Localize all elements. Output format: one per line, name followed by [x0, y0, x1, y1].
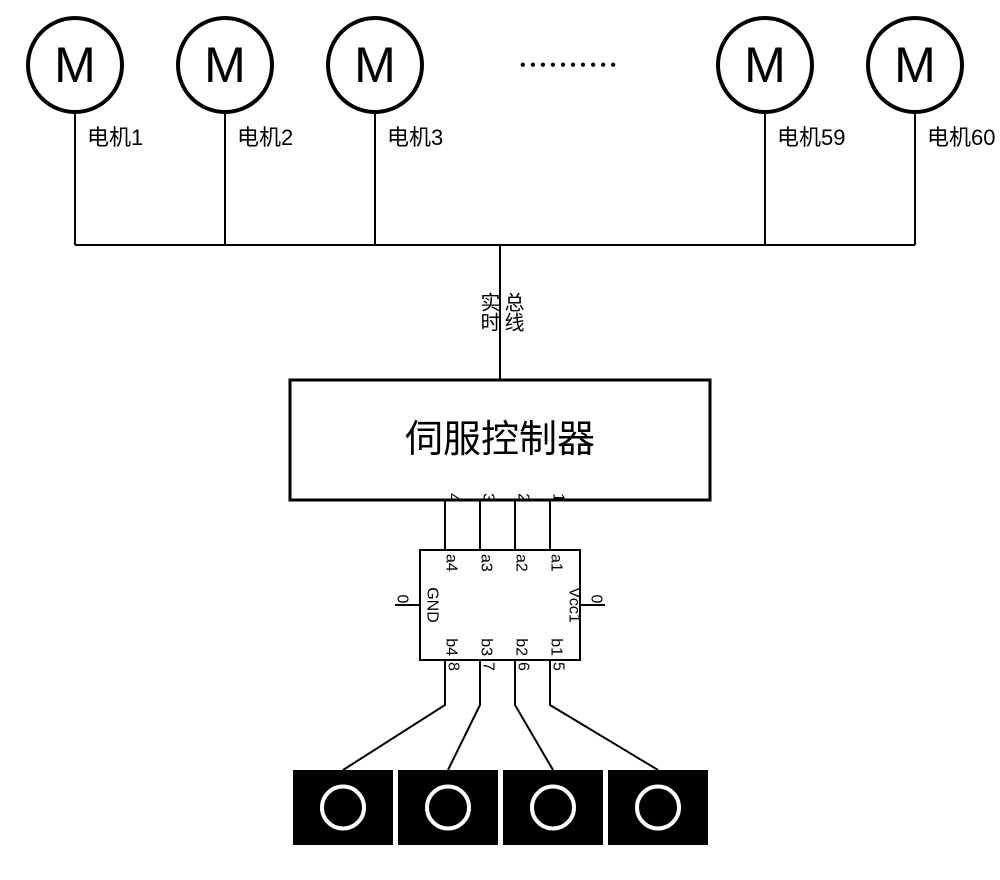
wire-top-num-4: 1	[550, 493, 567, 502]
wire-bottom-num-2: 7	[480, 662, 497, 671]
wire-top-num-2: 3	[480, 493, 497, 502]
chip-pin-bottom-b3: b3	[478, 638, 495, 656]
output-box-3	[503, 770, 603, 845]
wire-side-left-num: 0	[394, 595, 411, 604]
wire-top-num-1: 4	[445, 493, 462, 502]
motor-letter-1: M	[54, 37, 96, 93]
motor-label-4: 电机59	[777, 125, 845, 150]
motor-letter-5: M	[894, 37, 936, 93]
ellipsis: ●●●●●●●●●●	[520, 60, 620, 71]
motor-label-1: 电机1	[87, 125, 143, 150]
motor-label-2: 电机2	[237, 125, 293, 150]
motor-label-5: 电机60	[927, 125, 995, 150]
chip-pin-top-a4: a4	[443, 554, 460, 572]
controller-label: 伺服控制器	[405, 419, 595, 461]
output-box-2	[398, 770, 498, 845]
wire-bottom-num-4: 5	[550, 662, 567, 671]
bus-label-left: 实时	[477, 292, 499, 332]
chip-pin-bottom-b2: b2	[513, 638, 530, 656]
chip-pin-top-a3: a3	[478, 554, 495, 572]
chip-pin-vcc: Vcc1	[566, 587, 583, 623]
motor-letter-4: M	[744, 37, 786, 93]
motor-label-3: 电机3	[387, 125, 443, 150]
chip-pin-top-a2: a2	[513, 554, 530, 572]
motor-letter-2: M	[204, 37, 246, 93]
output-box-4	[608, 770, 708, 845]
output-box-1	[293, 770, 393, 845]
wire-bottom-num-3: 6	[515, 662, 532, 671]
chip-pin-top-a1: a1	[548, 554, 565, 572]
chip-pin-gnd: GND	[424, 587, 441, 623]
wire-bottom-num-1: 8	[445, 662, 462, 671]
chip-pin-bottom-b1: b1	[548, 638, 565, 656]
wire-side-right-num: 0	[588, 595, 605, 604]
bus-label-right: 总线	[501, 292, 524, 332]
wire-top-num-3: 2	[515, 493, 532, 502]
chip-pin-bottom-b4: b4	[443, 638, 460, 656]
motor-letter-3: M	[354, 37, 396, 93]
